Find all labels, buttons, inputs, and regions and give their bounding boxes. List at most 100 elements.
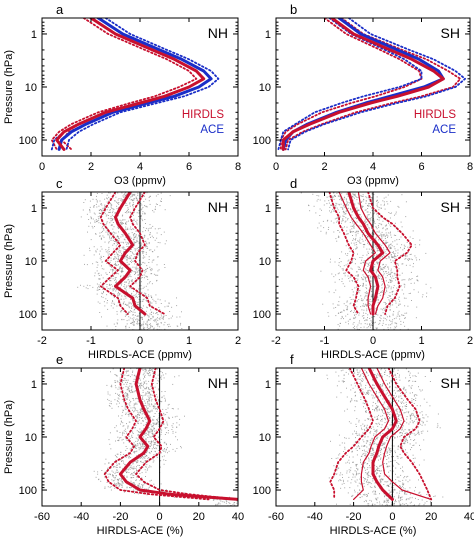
scatter-point <box>389 224 391 226</box>
scatter-point <box>95 233 97 235</box>
scatter-point <box>337 236 339 238</box>
scatter-point <box>135 268 137 270</box>
scatter-point <box>137 250 139 252</box>
scatter-point <box>109 198 111 200</box>
scatter-point <box>350 208 352 210</box>
scatter-point <box>155 203 157 205</box>
scatter-point <box>110 305 112 307</box>
scatter-point <box>101 316 102 318</box>
scatter-point <box>370 248 372 250</box>
scatter-point <box>149 233 151 235</box>
scatter-point <box>134 274 136 275</box>
scatter-point <box>135 296 137 298</box>
scatter-point <box>122 390 124 392</box>
scatter-point <box>401 410 403 411</box>
scatter-point <box>355 235 357 237</box>
scatter-point <box>120 303 121 305</box>
scatter-point <box>132 462 134 464</box>
scatter-point <box>109 443 111 445</box>
scatter-point <box>405 391 407 393</box>
scatter-point <box>339 325 341 327</box>
scatter-point <box>350 311 351 312</box>
scatter-point <box>142 326 144 328</box>
scatter-point <box>128 285 130 287</box>
scatter-point <box>363 315 365 316</box>
scatter-point <box>384 238 386 239</box>
scatter-point <box>341 483 343 485</box>
scatter-point <box>334 204 336 206</box>
scatter-point <box>133 405 135 407</box>
scatter-point <box>352 280 353 282</box>
scatter-point <box>126 432 127 434</box>
scatter-point <box>395 213 397 215</box>
scatter-point <box>400 255 401 257</box>
scatter-point <box>146 300 148 302</box>
scatter-point <box>131 279 133 281</box>
scatter-point <box>119 381 120 383</box>
scatter-point <box>164 328 166 330</box>
x-tick-label: -60 <box>34 511 50 523</box>
scatter-point <box>131 251 133 253</box>
scatter-point <box>414 490 416 492</box>
scatter-point <box>371 197 373 198</box>
scatter-point <box>380 207 382 209</box>
scatter-point <box>122 234 124 236</box>
scatter-point <box>179 316 181 318</box>
scatter-point <box>110 371 111 373</box>
scatter-point <box>381 224 383 226</box>
scatter-point <box>143 436 145 438</box>
scatter-point <box>144 272 146 274</box>
scatter-point <box>342 269 344 271</box>
scatter-point <box>135 415 137 417</box>
scatter-point <box>162 318 164 320</box>
scatter-point <box>403 244 405 246</box>
scatter-point <box>349 208 351 209</box>
scatter-point <box>133 451 135 453</box>
legend-entry-hirdls: HIRDLS <box>414 109 457 121</box>
scatter-point <box>370 295 372 297</box>
scatter-point <box>135 271 136 273</box>
scatter-point <box>147 370 149 372</box>
scatter-point <box>346 255 348 256</box>
scatter-point <box>152 225 154 227</box>
scatter-point <box>137 434 139 436</box>
scatter-point <box>126 255 128 256</box>
scatter-point <box>148 487 150 488</box>
scatter-point <box>112 272 114 274</box>
scatter-point <box>379 243 381 245</box>
scatter-point <box>145 482 147 484</box>
scatter-point <box>136 266 138 268</box>
scatter-point <box>410 279 412 281</box>
scatter-point <box>85 287 87 289</box>
scatter-point <box>405 257 407 259</box>
scatter-point <box>131 232 133 234</box>
scatter-point <box>132 311 134 313</box>
scatter-point <box>403 315 405 316</box>
scatter-point <box>399 303 401 305</box>
scatter-point <box>126 314 128 316</box>
scatter-point <box>133 467 135 469</box>
scatter-point <box>126 221 128 223</box>
scatter-point <box>142 484 143 486</box>
scatter-point <box>387 203 389 205</box>
scatter-point <box>165 414 167 416</box>
scatter-point <box>346 226 348 228</box>
scatter-point <box>341 315 343 317</box>
scatter-point <box>394 501 396 503</box>
scatter-point <box>153 319 155 321</box>
scatter-point <box>148 398 150 400</box>
scatter-point <box>367 259 369 261</box>
scatter-point <box>387 435 389 437</box>
scatter-point <box>395 500 396 501</box>
scatter-point <box>360 216 362 218</box>
scatter-point <box>141 316 143 318</box>
scatter-point <box>128 233 130 235</box>
scatter-point <box>384 203 385 205</box>
hemisphere-label: NH <box>208 199 228 215</box>
scatter-point <box>118 299 120 301</box>
scatter-point <box>393 368 395 370</box>
scatter-point <box>417 499 419 500</box>
scatter-point <box>140 192 142 194</box>
scatter-point <box>101 227 103 229</box>
x-tick-label: 1 <box>186 335 192 347</box>
